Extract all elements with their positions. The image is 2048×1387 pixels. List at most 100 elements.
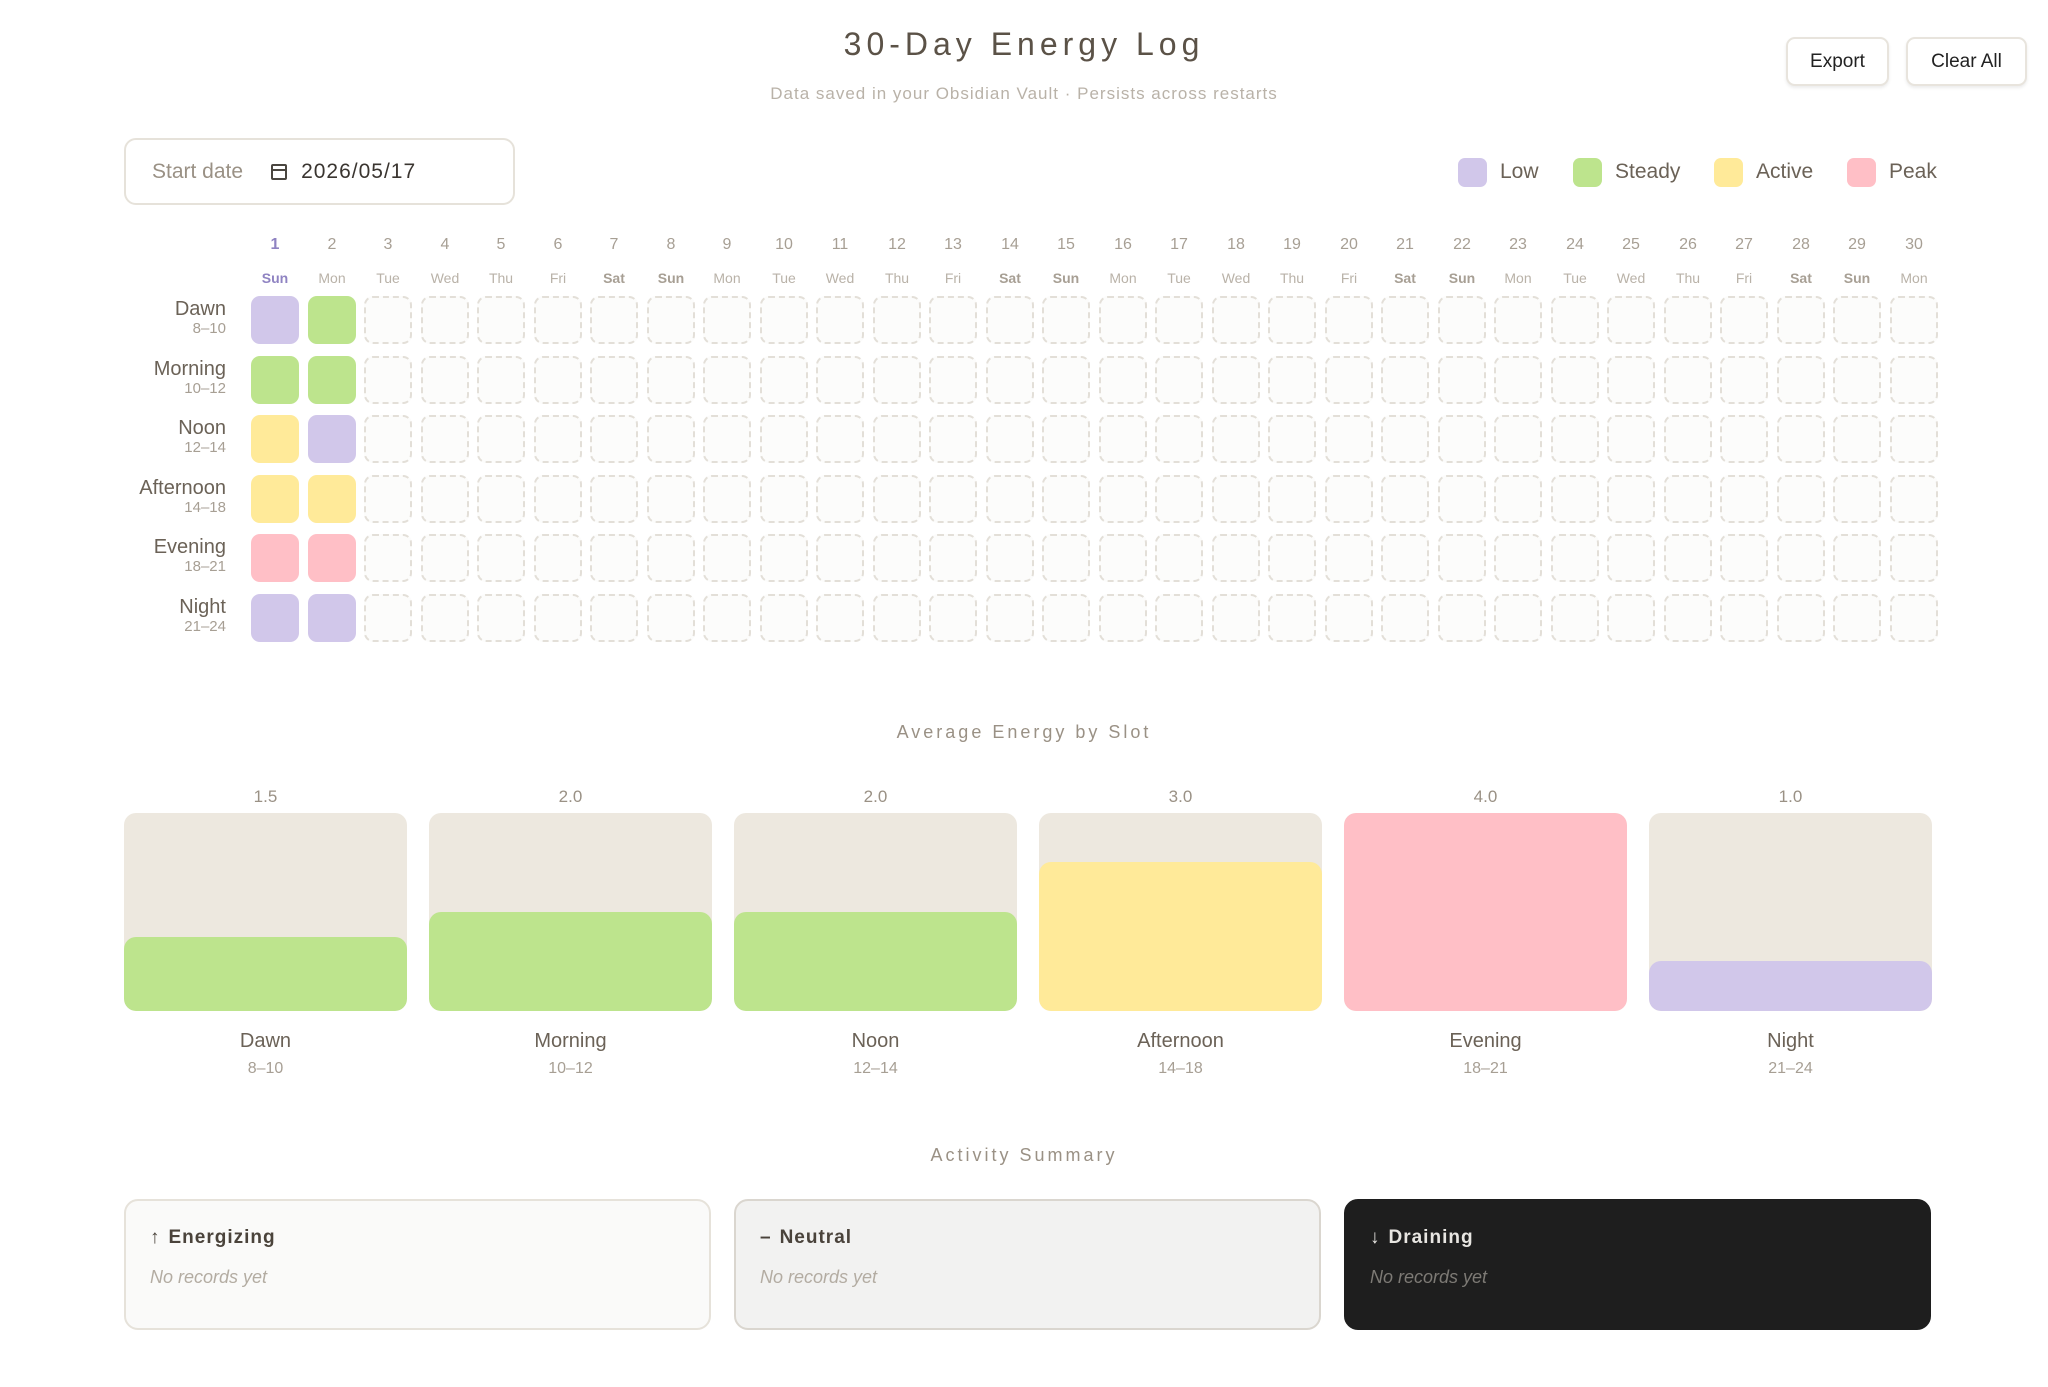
energy-cell[interactable] — [1720, 356, 1768, 404]
energy-cell[interactable] — [477, 415, 525, 463]
energy-cell[interactable] — [1607, 296, 1655, 344]
energy-cell[interactable] — [1438, 296, 1486, 344]
energy-cell[interactable] — [1212, 296, 1260, 344]
energy-cell[interactable] — [364, 475, 412, 523]
energy-cell[interactable] — [1155, 594, 1203, 642]
energy-cell[interactable] — [986, 534, 1034, 582]
energy-cell[interactable] — [421, 594, 469, 642]
energy-cell[interactable] — [308, 296, 356, 344]
energy-cell[interactable] — [873, 534, 921, 582]
energy-cell[interactable] — [1212, 534, 1260, 582]
energy-cell[interactable] — [1551, 296, 1599, 344]
energy-cell[interactable] — [590, 475, 638, 523]
energy-cell[interactable] — [1664, 534, 1712, 582]
energy-cell[interactable] — [1664, 356, 1712, 404]
energy-cell[interactable] — [1551, 475, 1599, 523]
energy-cell[interactable] — [703, 356, 751, 404]
energy-cell[interactable] — [421, 475, 469, 523]
energy-cell[interactable] — [647, 356, 695, 404]
energy-cell[interactable] — [703, 415, 751, 463]
energy-cell[interactable] — [873, 296, 921, 344]
energy-cell[interactable] — [1381, 534, 1429, 582]
energy-cell[interactable] — [1833, 415, 1881, 463]
energy-cell[interactable] — [929, 296, 977, 344]
energy-cell[interactable] — [364, 415, 412, 463]
energy-cell[interactable] — [760, 356, 808, 404]
energy-cell[interactable] — [703, 534, 751, 582]
energy-cell[interactable] — [1268, 296, 1316, 344]
energy-cell[interactable] — [816, 356, 864, 404]
energy-cell[interactable] — [590, 415, 638, 463]
energy-cell[interactable] — [929, 356, 977, 404]
energy-cell[interactable] — [421, 415, 469, 463]
energy-cell[interactable] — [816, 534, 864, 582]
energy-cell[interactable] — [421, 356, 469, 404]
energy-cell[interactable] — [477, 356, 525, 404]
energy-cell[interactable] — [1381, 594, 1429, 642]
energy-cell[interactable] — [986, 296, 1034, 344]
energy-cell[interactable] — [1381, 356, 1429, 404]
energy-cell[interactable] — [590, 356, 638, 404]
energy-cell[interactable] — [534, 594, 582, 642]
energy-cell[interactable] — [1494, 356, 1542, 404]
energy-cell[interactable] — [1099, 594, 1147, 642]
energy-cell[interactable] — [1042, 594, 1090, 642]
energy-cell[interactable] — [816, 415, 864, 463]
energy-cell[interactable] — [1438, 594, 1486, 642]
energy-cell[interactable] — [929, 534, 977, 582]
energy-cell[interactable] — [873, 356, 921, 404]
energy-cell[interactable] — [1155, 534, 1203, 582]
energy-cell[interactable] — [1890, 415, 1938, 463]
energy-cell[interactable] — [1099, 356, 1147, 404]
energy-cell[interactable] — [1833, 296, 1881, 344]
energy-cell[interactable] — [364, 296, 412, 344]
energy-cell[interactable] — [1325, 475, 1373, 523]
energy-cell[interactable] — [1833, 356, 1881, 404]
energy-cell[interactable] — [1720, 296, 1768, 344]
energy-cell[interactable] — [308, 475, 356, 523]
energy-cell[interactable] — [816, 296, 864, 344]
energy-cell[interactable] — [986, 594, 1034, 642]
energy-cell[interactable] — [1268, 534, 1316, 582]
energy-cell[interactable] — [1268, 356, 1316, 404]
energy-cell[interactable] — [1325, 534, 1373, 582]
energy-cell[interactable] — [929, 475, 977, 523]
energy-cell[interactable] — [477, 594, 525, 642]
energy-cell[interactable] — [534, 534, 582, 582]
energy-cell[interactable] — [1777, 475, 1825, 523]
energy-cell[interactable] — [1381, 415, 1429, 463]
energy-cell[interactable] — [873, 415, 921, 463]
energy-cell[interactable] — [1551, 415, 1599, 463]
energy-cell[interactable] — [1325, 296, 1373, 344]
energy-cell[interactable] — [1551, 356, 1599, 404]
energy-cell[interactable] — [1777, 534, 1825, 582]
energy-cell[interactable] — [1494, 415, 1542, 463]
energy-cell[interactable] — [986, 356, 1034, 404]
energy-cell[interactable] — [1777, 356, 1825, 404]
energy-cell[interactable] — [590, 594, 638, 642]
energy-cell[interactable] — [1099, 475, 1147, 523]
energy-cell[interactable] — [1099, 415, 1147, 463]
energy-cell[interactable] — [1607, 415, 1655, 463]
energy-cell[interactable] — [590, 534, 638, 582]
energy-cell[interactable] — [308, 356, 356, 404]
energy-cell[interactable] — [1212, 415, 1260, 463]
energy-cell[interactable] — [1551, 594, 1599, 642]
energy-cell[interactable] — [1212, 356, 1260, 404]
energy-cell[interactable] — [1042, 475, 1090, 523]
energy-cell[interactable] — [1042, 534, 1090, 582]
energy-cell[interactable] — [477, 475, 525, 523]
energy-cell[interactable] — [1720, 534, 1768, 582]
clear-all-button[interactable]: Clear All — [1906, 37, 2027, 86]
energy-cell[interactable] — [703, 296, 751, 344]
energy-cell[interactable] — [1099, 534, 1147, 582]
energy-cell[interactable] — [1155, 296, 1203, 344]
energy-cell[interactable] — [534, 296, 582, 344]
energy-cell[interactable] — [308, 534, 356, 582]
energy-cell[interactable] — [1720, 415, 1768, 463]
start-date-value[interactable]: 2026/05/17 — [301, 159, 417, 183]
energy-cell[interactable] — [1381, 475, 1429, 523]
energy-cell[interactable] — [1664, 296, 1712, 344]
energy-cell[interactable] — [760, 415, 808, 463]
energy-cell[interactable] — [1833, 594, 1881, 642]
